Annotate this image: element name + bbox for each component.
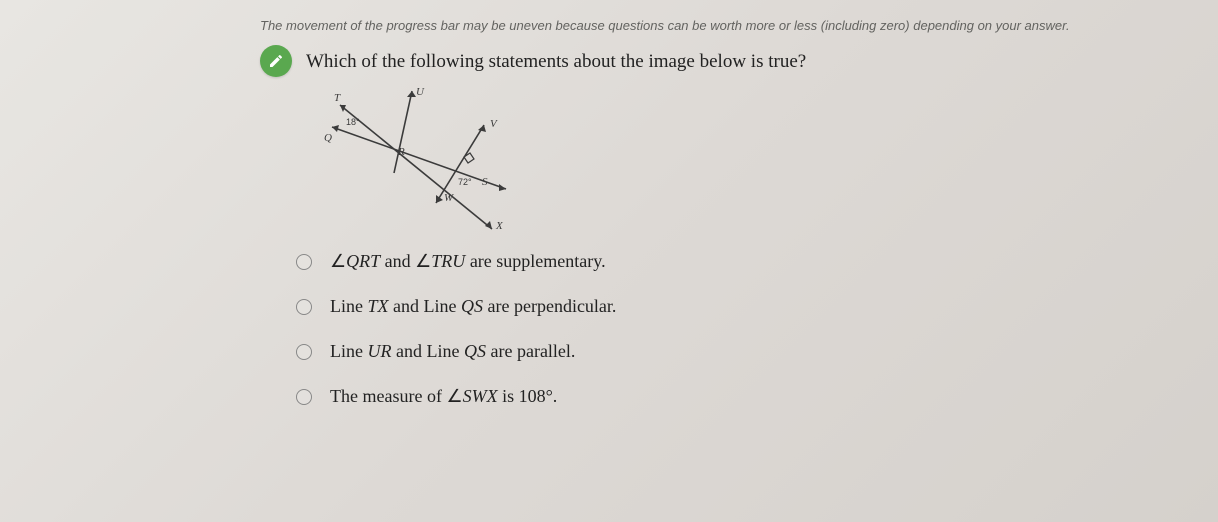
- option-text: The measure of ∠SWX is 108°.: [330, 386, 557, 407]
- radio-icon: [296, 344, 312, 360]
- label-q: Q: [324, 132, 332, 144]
- pencil-icon: [260, 45, 292, 77]
- label-s: S: [482, 176, 488, 188]
- option-text: ∠QRT and ∠TRU are supplementary.: [330, 251, 606, 272]
- option-c[interactable]: Line UR and Line QS are parallel.: [296, 341, 1218, 362]
- option-a[interactable]: ∠QRT and ∠TRU are supplementary.: [296, 251, 1218, 272]
- question-text: Which of the following statements about …: [306, 47, 806, 73]
- option-text: Line UR and Line QS are parallel.: [330, 341, 575, 362]
- angle-qrt-label: 18°: [346, 117, 360, 127]
- option-b[interactable]: Line TX and Line QS are perpendicular.: [296, 296, 1218, 317]
- radio-icon: [296, 389, 312, 405]
- label-v: V: [490, 118, 498, 130]
- label-u: U: [416, 86, 425, 98]
- label-r: R: [397, 146, 405, 158]
- label-x: X: [495, 220, 504, 232]
- radio-icon: [296, 254, 312, 270]
- label-t: T: [334, 92, 341, 104]
- angle-ws-label: 72°: [458, 177, 472, 187]
- geometry-diagram: T Q U V R S W X 18° 72°: [304, 81, 1218, 241]
- option-d[interactable]: The measure of ∠SWX is 108°.: [296, 386, 1218, 407]
- options-list: ∠QRT and ∠TRU are supplementary. Line TX…: [296, 251, 1218, 407]
- progress-note: The movement of the progress bar may be …: [260, 18, 1218, 33]
- option-text: Line TX and Line QS are perpendicular.: [330, 296, 616, 317]
- label-w: W: [444, 192, 454, 204]
- question-row: Which of the following statements about …: [260, 47, 1218, 77]
- radio-icon: [296, 299, 312, 315]
